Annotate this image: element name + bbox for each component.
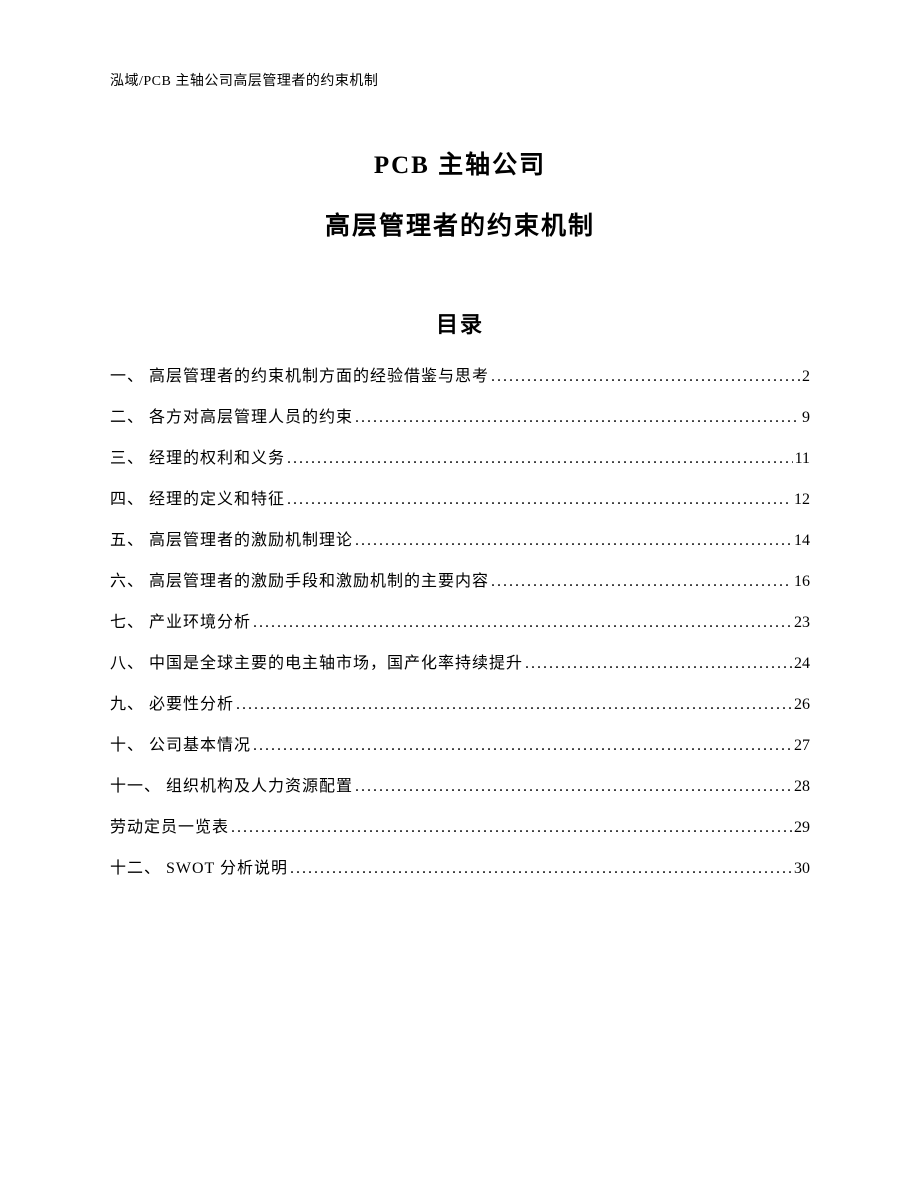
toc-item-page: 30 bbox=[794, 861, 810, 877]
toc-item-label: 一、 高层管理者的约束机制方面的经验借鉴与思考 bbox=[110, 369, 489, 385]
toc-item: 一、 高层管理者的约束机制方面的经验借鉴与思考 2 bbox=[110, 369, 810, 385]
toc-item-page: 14 bbox=[794, 533, 810, 549]
toc-item-page: 9 bbox=[802, 410, 810, 426]
toc-item-label: 三、 经理的权利和义务 bbox=[110, 451, 285, 467]
toc-dots bbox=[355, 533, 792, 549]
toc-dots bbox=[491, 574, 792, 590]
toc-item-page: 11 bbox=[795, 451, 810, 467]
toc-item-label: 九、 必要性分析 bbox=[110, 697, 234, 713]
page-header: 泓域/PCB 主轴公司高层管理者的约束机制 bbox=[110, 70, 810, 90]
toc-dots bbox=[287, 492, 792, 508]
toc-item-page: 26 bbox=[794, 697, 810, 713]
toc-item-label: 五、 高层管理者的激励机制理论 bbox=[110, 533, 353, 549]
toc-item: 七、 产业环境分析 23 bbox=[110, 615, 810, 631]
toc-item: 劳动定员一览表 29 bbox=[110, 820, 810, 836]
toc-item-page: 12 bbox=[794, 492, 810, 508]
toc-item-page: 29 bbox=[794, 820, 810, 836]
toc-item-page: 24 bbox=[794, 656, 810, 672]
toc-heading: 目录 bbox=[110, 307, 810, 339]
document-page: 泓域/PCB 主轴公司高层管理者的约束机制 PCB 主轴公司 高层管理者的约束机… bbox=[0, 0, 920, 877]
toc-item: 三、 经理的权利和义务 11 bbox=[110, 451, 810, 467]
toc-item-page: 23 bbox=[794, 615, 810, 631]
title-line-1: PCB 主轴公司 bbox=[110, 145, 810, 181]
toc-item-page: 28 bbox=[794, 779, 810, 795]
toc-item-page: 16 bbox=[794, 574, 810, 590]
toc-dots bbox=[231, 820, 792, 836]
toc-item-label: 十二、 SWOT 分析说明 bbox=[110, 861, 288, 877]
toc-dots bbox=[525, 656, 792, 672]
toc-item: 四、 经理的定义和特征 12 bbox=[110, 492, 810, 508]
toc-dots bbox=[491, 369, 800, 385]
toc-item-label: 八、 中国是全球主要的电主轴市场，国产化率持续提升 bbox=[110, 656, 523, 672]
toc-dots bbox=[290, 861, 792, 877]
toc-item: 五、 高层管理者的激励机制理论 14 bbox=[110, 533, 810, 549]
toc-list: 一、 高层管理者的约束机制方面的经验借鉴与思考 2 二、 各方对高层管理人员的约… bbox=[110, 369, 810, 877]
toc-item-page: 2 bbox=[802, 369, 810, 385]
toc-item: 六、 高层管理者的激励手段和激励机制的主要内容 16 bbox=[110, 574, 810, 590]
toc-dots bbox=[253, 738, 792, 754]
toc-item: 八、 中国是全球主要的电主轴市场，国产化率持续提升 24 bbox=[110, 656, 810, 672]
toc-dots bbox=[355, 410, 800, 426]
toc-item-label: 四、 经理的定义和特征 bbox=[110, 492, 285, 508]
toc-item-label: 七、 产业环境分析 bbox=[110, 615, 251, 631]
toc-dots bbox=[253, 615, 792, 631]
toc-item: 十、 公司基本情况 27 bbox=[110, 738, 810, 754]
toc-item-label: 十一、 组织机构及人力资源配置 bbox=[110, 779, 353, 795]
toc-item-label: 十、 公司基本情况 bbox=[110, 738, 251, 754]
toc-item: 九、 必要性分析 26 bbox=[110, 697, 810, 713]
toc-dots bbox=[355, 779, 792, 795]
toc-item-page: 27 bbox=[794, 738, 810, 754]
toc-item: 十一、 组织机构及人力资源配置 28 bbox=[110, 779, 810, 795]
title-line-2: 高层管理者的约束机制 bbox=[110, 206, 810, 242]
toc-dots bbox=[236, 697, 792, 713]
toc-item-label: 劳动定员一览表 bbox=[110, 820, 229, 836]
toc-item: 二、 各方对高层管理人员的约束 9 bbox=[110, 410, 810, 426]
toc-item-label: 二、 各方对高层管理人员的约束 bbox=[110, 410, 353, 426]
toc-dots bbox=[287, 451, 793, 467]
toc-item-label: 六、 高层管理者的激励手段和激励机制的主要内容 bbox=[110, 574, 489, 590]
toc-item: 十二、 SWOT 分析说明 30 bbox=[110, 861, 810, 877]
